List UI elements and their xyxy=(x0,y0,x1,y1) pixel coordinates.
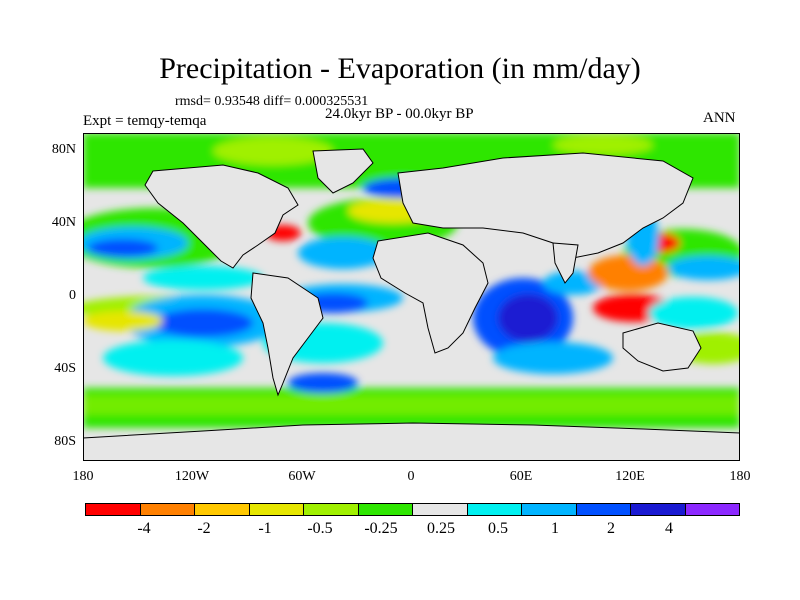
colorbar-swatch xyxy=(685,504,739,515)
colorbar xyxy=(85,503,740,516)
x-tick-180w: 180 xyxy=(72,469,94,484)
x-tick-120w: 120W xyxy=(174,469,210,484)
x-tick-180e: 180 xyxy=(729,469,751,484)
colorbar-label: -0.5 xyxy=(307,520,333,537)
chart-title: Precipitation - Evaporation (in mm/day) xyxy=(159,52,641,85)
colorbar-swatch xyxy=(413,504,468,515)
x-tick-0: 0 xyxy=(407,469,415,484)
colorbar-label: -4 xyxy=(137,520,151,537)
x-tick-60w: 60W xyxy=(288,469,316,484)
period-text: 24.0kyr BP - 00.0kyr BP xyxy=(325,106,474,122)
colorbar-swatch xyxy=(304,504,359,515)
stats-text: rmsd= 0.93548 diff= 0.000325531 xyxy=(175,94,369,109)
y-tick-80s: 80S xyxy=(54,434,76,449)
colorbar-swatch xyxy=(195,504,250,515)
y-tick-0: 0 xyxy=(69,288,76,303)
y-tick-40n: 40N xyxy=(51,215,76,230)
y-tick-80n: 80N xyxy=(51,142,76,157)
colorbar-swatch xyxy=(467,504,522,515)
x-tick-120e: 120E xyxy=(615,469,645,484)
y-tick-40s: 40S xyxy=(54,361,76,376)
x-tick-60e: 60E xyxy=(509,469,533,484)
colorbar-swatch xyxy=(249,504,304,515)
colorbar-swatch xyxy=(358,504,413,515)
colorbar-swatch xyxy=(576,504,631,515)
colorbar-swatch xyxy=(631,504,686,515)
colorbar-label: 2 xyxy=(607,520,615,537)
colorbar-swatch xyxy=(140,504,195,515)
season-label: ANN xyxy=(703,110,736,126)
colorbar-label: -2 xyxy=(197,520,211,537)
colorbar-label: -0.25 xyxy=(364,520,398,537)
map-border xyxy=(83,133,740,461)
colorbar-swatch xyxy=(522,504,577,515)
colorbar-label: 4 xyxy=(665,520,673,537)
colorbar-swatch xyxy=(86,504,141,515)
continents xyxy=(83,148,740,461)
colorbar-label: -1 xyxy=(258,520,272,537)
colorbar-label: 0.5 xyxy=(488,520,508,537)
colorbar-label: 0.25 xyxy=(427,520,455,537)
world-map xyxy=(83,133,740,461)
map-frame xyxy=(83,133,740,461)
colorbar-label: 1 xyxy=(551,520,559,537)
experiment-label: Expt = temqy-temqa xyxy=(83,113,207,129)
